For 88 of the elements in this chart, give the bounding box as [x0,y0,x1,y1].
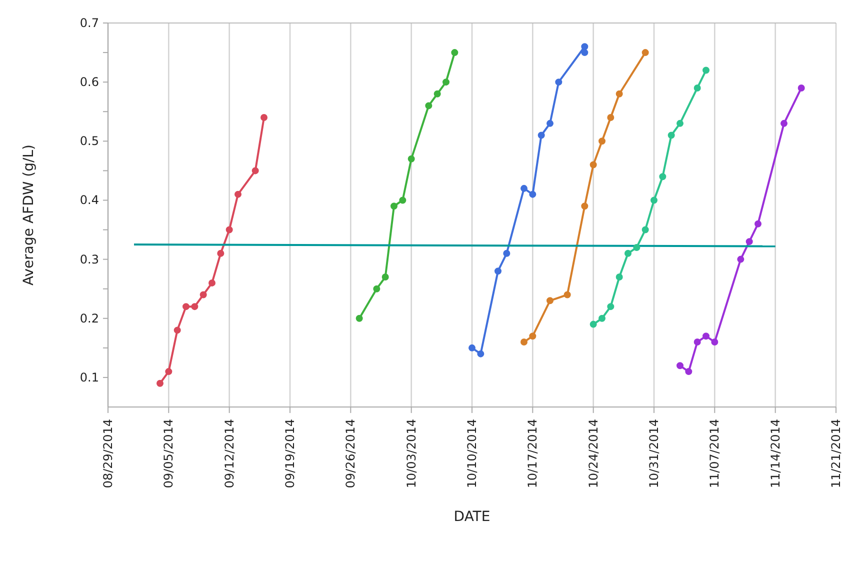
point [581,49,588,56]
x-tick-label: 10/03/2014 [404,419,418,488]
point [390,202,398,210]
point [200,291,207,298]
x-tick-label: 10/24/2014 [586,419,600,488]
y-tick-label: 0.4 [80,193,99,208]
point [477,350,484,358]
y-tick-label: 0.5 [80,134,99,148]
point [208,279,216,286]
point [382,274,389,281]
y-tick-label: 0.1 [80,370,99,384]
point [468,344,476,352]
point [624,250,632,257]
x-tick-label: 11/21/2014 [829,419,843,488]
point [642,226,649,234]
point [659,173,666,180]
x-tick-label: 10/17/2014 [526,419,540,488]
x-tick-label: 08/29/2014 [101,419,115,488]
point [520,184,528,192]
point [737,256,744,263]
point [234,190,242,198]
x-tick-label: 10/31/2014 [647,419,661,488]
point [165,368,172,376]
point [555,78,562,86]
point [182,303,190,310]
y-tick-label: 0.7 [80,16,99,30]
point [685,368,692,376]
point [399,196,406,204]
point [564,291,571,298]
point [694,338,701,346]
point [538,132,545,139]
x-axis-title: DATE [454,509,490,525]
point [434,90,441,98]
point [616,274,623,281]
point [503,250,510,257]
point [217,250,224,257]
point [668,132,675,139]
x-tick-label: 09/19/2014 [283,419,297,488]
point [356,314,363,322]
point [598,138,606,145]
y-tick-label: 0.6 [80,75,99,90]
x-tick-label: 11/14/2014 [768,419,782,488]
point [451,49,458,56]
point [702,332,710,340]
point [442,78,450,86]
point [590,161,597,168]
y-tick-label: 0.3 [80,252,99,266]
point [191,303,198,310]
point [746,238,753,246]
point [754,220,762,228]
point [581,202,588,210]
y-axis-title: Average AFDW (g/L) [20,144,37,286]
point [702,66,710,74]
point [373,285,380,292]
point [590,320,597,328]
point [642,49,649,56]
x-tick-label: 11/07/2014 [708,419,722,488]
point [494,268,502,275]
x-tick-label: 09/26/2014 [344,419,358,488]
x-tick-label: 09/05/2014 [162,419,176,488]
point [676,362,684,370]
point [711,338,718,346]
point [252,167,259,174]
x-tick-label: 10/10/2014 [465,419,479,488]
point [174,326,181,334]
point [598,314,606,322]
x-tick-label: 09/12/2014 [222,419,236,488]
point [676,120,684,127]
point [529,190,536,198]
point [798,84,805,92]
point [694,84,701,92]
point [633,244,640,251]
point [260,114,268,122]
point [529,332,536,340]
point [581,43,588,50]
point [408,155,415,162]
point [520,338,528,346]
point [156,380,164,387]
point [780,120,788,127]
y-tick-label: 0.2 [80,311,99,326]
point [607,303,614,310]
point [616,90,623,98]
point [546,297,554,304]
point [226,226,233,234]
point [546,120,554,127]
point [650,196,658,204]
point [425,102,432,110]
point [607,114,614,122]
